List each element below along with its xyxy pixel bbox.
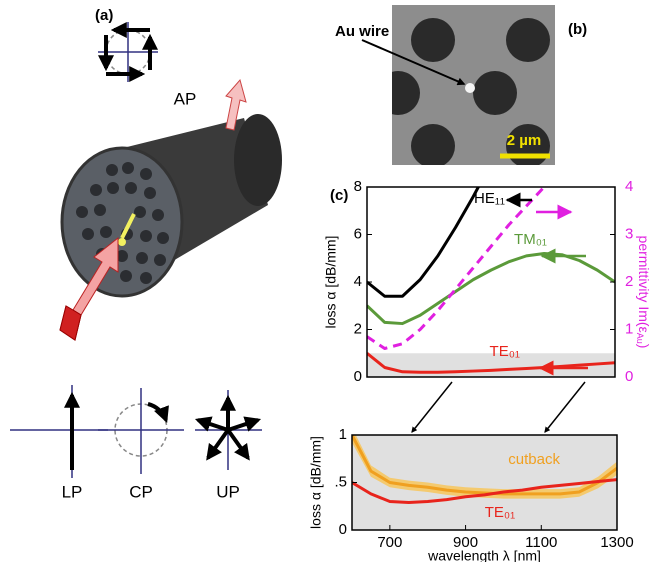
series-label: HE₁₁ bbox=[474, 190, 505, 207]
series-line bbox=[352, 435, 617, 496]
x-axis-label: wavelength λ [nm] bbox=[427, 548, 541, 562]
series-line bbox=[367, 187, 481, 298]
y2-label-end: ) bbox=[636, 344, 652, 349]
plot-area bbox=[352, 435, 617, 530]
y-axis-label: loss α [dB/mm] bbox=[323, 236, 339, 329]
series-label: cutback bbox=[508, 451, 560, 468]
series-label: TM₀₁ bbox=[514, 231, 547, 248]
y-tick-label: 4 bbox=[354, 273, 362, 290]
y2-tick-label: 2 bbox=[625, 273, 633, 290]
ap-label: AP bbox=[174, 89, 197, 108]
lp-label: LP bbox=[62, 482, 83, 501]
up-symbol bbox=[194, 390, 262, 470]
y-tick-label: 8 bbox=[354, 178, 362, 195]
sem-image bbox=[361, 5, 555, 165]
cp-symbol bbox=[98, 388, 184, 474]
output-beam bbox=[225, 78, 247, 131]
y-tick-label: .5 bbox=[334, 473, 347, 490]
y-tick-label: 2 bbox=[354, 320, 362, 337]
plot-area bbox=[367, 187, 615, 377]
panel-label: (a) bbox=[95, 7, 113, 24]
y-tick-label: 0 bbox=[354, 368, 362, 385]
panel-label: (c) bbox=[330, 187, 348, 204]
y2-axis-label: permittivity Im(εAu) bbox=[635, 236, 653, 349]
error-band bbox=[352, 435, 617, 499]
au-wire-label: Au wire bbox=[335, 23, 389, 40]
x-tick-label: 1100 bbox=[525, 534, 557, 551]
fiber bbox=[60, 114, 282, 298]
zoom-arrow bbox=[544, 381, 586, 433]
series-line bbox=[367, 252, 615, 326]
y2-label-sub: Au bbox=[635, 333, 645, 344]
up-label: UP bbox=[216, 482, 240, 501]
series-label: TE₀₁ bbox=[490, 343, 520, 360]
y2-label-text: permittivity Im(ε bbox=[636, 236, 652, 333]
y2-tick-label: 3 bbox=[625, 225, 633, 242]
y2-tick-label: 4 bbox=[625, 178, 633, 195]
lp-symbol bbox=[10, 385, 108, 478]
series-line bbox=[367, 352, 615, 374]
cp-label: CP bbox=[129, 482, 153, 501]
y2-tick-label: 1 bbox=[625, 320, 633, 337]
series-label: TE₀₁ bbox=[485, 504, 515, 521]
x-tick-label: 1300 bbox=[600, 534, 633, 551]
y-tick-label: 6 bbox=[354, 225, 362, 242]
x-tick-label: 900 bbox=[453, 534, 478, 551]
y-tick-label: 0 bbox=[339, 521, 347, 538]
series-line bbox=[352, 478, 617, 504]
y-axis-label: loss α [dB/mm] bbox=[308, 436, 324, 529]
zoom-arrow bbox=[411, 381, 453, 433]
y2-tick-label: 0 bbox=[625, 368, 633, 385]
series-line bbox=[367, 187, 546, 350]
x-tick-label: 700 bbox=[377, 534, 402, 551]
panel-label: (b) bbox=[568, 21, 587, 38]
ap-symbol bbox=[98, 22, 158, 82]
y-tick-label: 1 bbox=[339, 426, 347, 443]
input-beam bbox=[59, 236, 119, 341]
scale-label: 2 µm bbox=[507, 132, 542, 149]
